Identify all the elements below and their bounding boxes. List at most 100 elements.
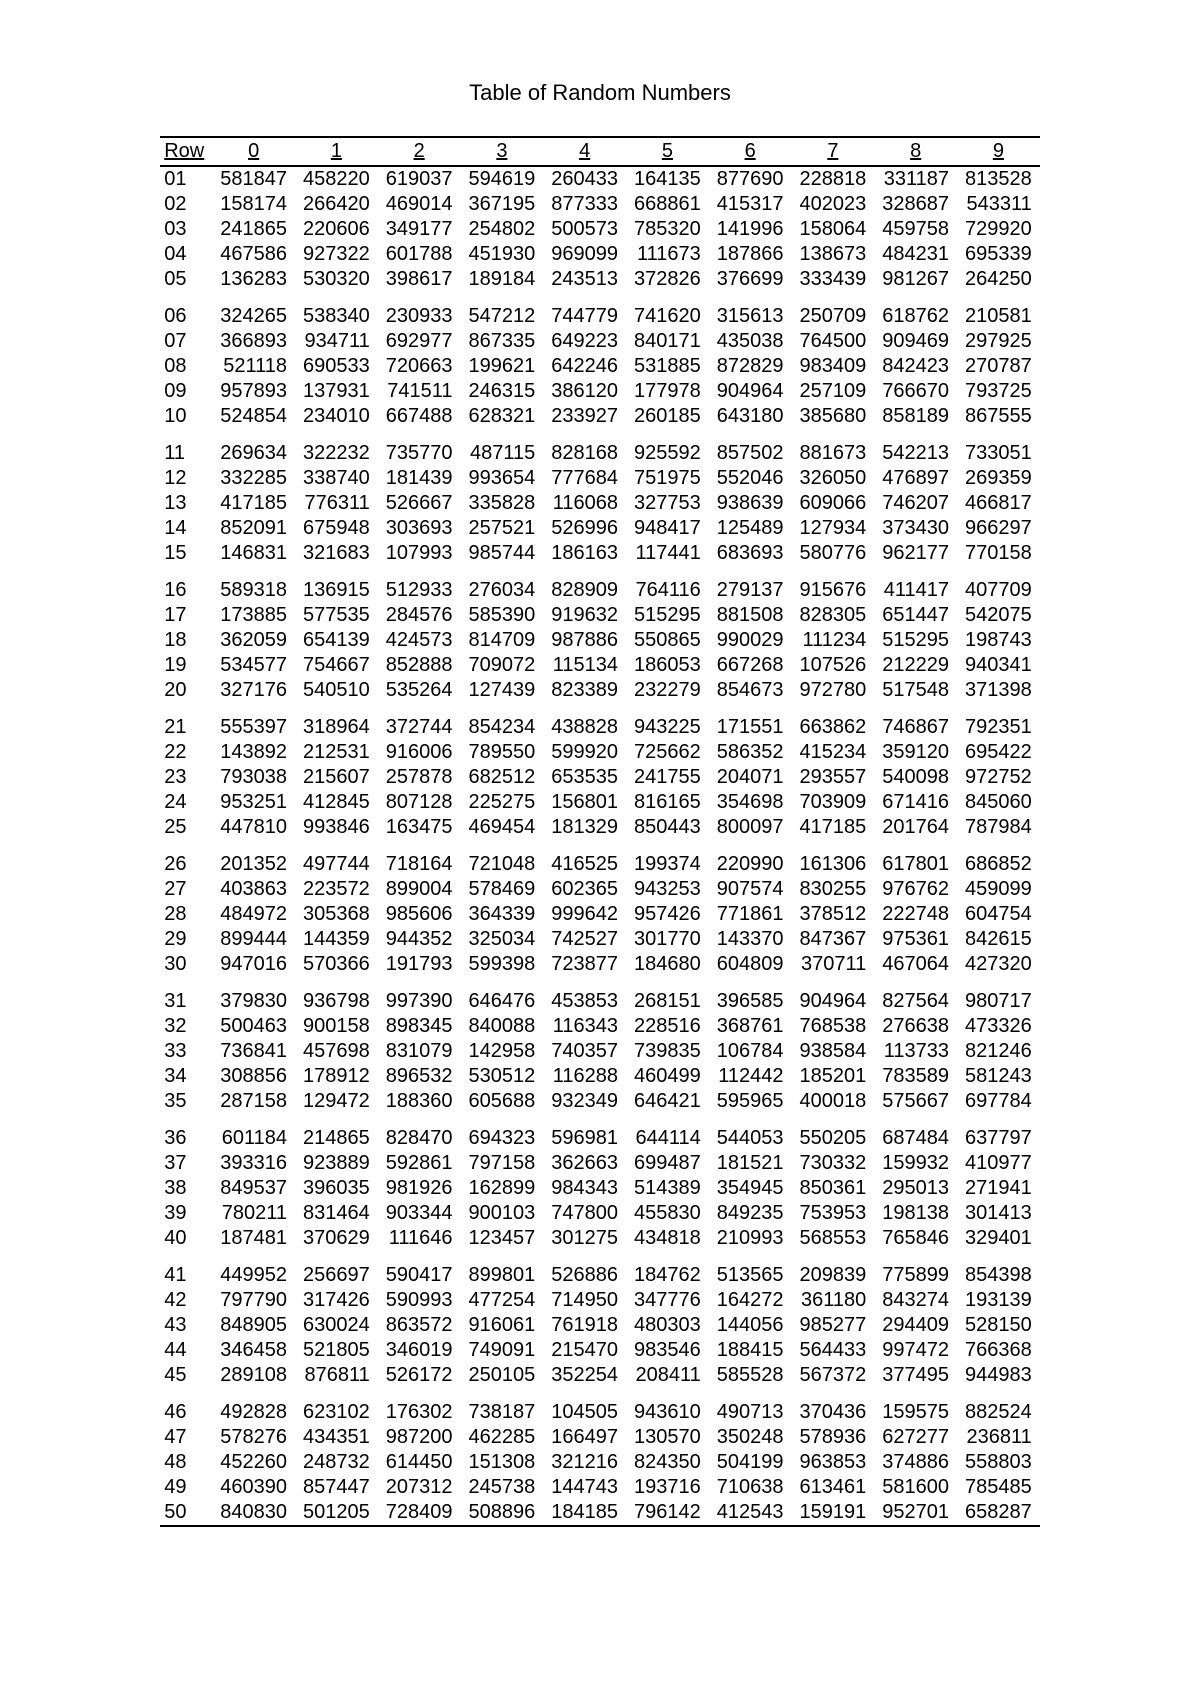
table-row: 1126963432223273577048711582816892559285… — [160, 441, 1040, 466]
cell: 997390 — [378, 989, 461, 1014]
cell: 181521 — [709, 1151, 792, 1176]
cell: 264250 — [957, 267, 1040, 292]
table-row: 3739331692388959286179715836266369948718… — [160, 1151, 1040, 1176]
cell: 362663 — [543, 1151, 626, 1176]
cell: 793038 — [212, 765, 295, 790]
cell: 990029 — [709, 628, 792, 653]
cell: 742527 — [543, 927, 626, 952]
cell: 187481 — [212, 1226, 295, 1251]
cell: 840088 — [461, 1014, 544, 1039]
cell: 317426 — [295, 1288, 378, 1313]
table-row: 3250046390015889834584008811634322851636… — [160, 1014, 1040, 1039]
cell: 484231 — [874, 242, 957, 267]
cell: 378512 — [792, 902, 875, 927]
cell: 580776 — [792, 541, 875, 566]
cell: 644114 — [626, 1126, 709, 1151]
cell: 741511 — [378, 379, 461, 404]
cell: 137931 — [295, 379, 378, 404]
table-row: 3884953739603598192616289998434351438935… — [160, 1176, 1040, 1201]
row-gap — [160, 1251, 1040, 1263]
cell: 331187 — [874, 166, 957, 192]
row-gap — [160, 1114, 1040, 1126]
cell: 327176 — [212, 678, 295, 703]
row-number: 17 — [160, 603, 212, 628]
cell: 111234 — [792, 628, 875, 653]
table-row: 2495325141284580712822527515680181616535… — [160, 790, 1040, 815]
cell: 412845 — [295, 790, 378, 815]
cell: 900158 — [295, 1014, 378, 1039]
cell: 305368 — [295, 902, 378, 927]
cell: 415317 — [709, 192, 792, 217]
cell: 550865 — [626, 628, 709, 653]
cell: 828168 — [543, 441, 626, 466]
cell: 962177 — [874, 541, 957, 566]
cell: 602365 — [543, 877, 626, 902]
cell: 843274 — [874, 1288, 957, 1313]
cell: 245738 — [461, 1475, 544, 1500]
cell: 528150 — [957, 1313, 1040, 1338]
table-row: 0632426553834023093354721274477974162031… — [160, 304, 1040, 329]
cell: 143370 — [709, 927, 792, 952]
cell: 821246 — [957, 1039, 1040, 1064]
cell: 427320 — [957, 952, 1040, 977]
cell: 176302 — [378, 1400, 461, 1425]
cell: 797158 — [461, 1151, 544, 1176]
cell: 530512 — [461, 1064, 544, 1089]
table-row: 1233228533874018143999365477768475197555… — [160, 466, 1040, 491]
cell: 215470 — [543, 1338, 626, 1363]
cell: 849537 — [212, 1176, 295, 1201]
cell: 646476 — [461, 989, 544, 1014]
cell: 243513 — [543, 267, 626, 292]
table-row: 4946039085744720731224573814474319371671… — [160, 1475, 1040, 1500]
row-number: 26 — [160, 852, 212, 877]
cell: 682512 — [461, 765, 544, 790]
cell: 671416 — [874, 790, 957, 815]
cell: 675948 — [295, 516, 378, 541]
cell: 963853 — [792, 1450, 875, 1475]
cell: 321683 — [295, 541, 378, 566]
cell: 318964 — [295, 715, 378, 740]
cell: 948417 — [626, 516, 709, 541]
cell: 364339 — [461, 902, 544, 927]
cell: 916061 — [461, 1313, 544, 1338]
cell: 581600 — [874, 1475, 957, 1500]
cell: 896532 — [378, 1064, 461, 1089]
cell: 667488 — [378, 404, 461, 429]
cell: 538340 — [295, 304, 378, 329]
cell: 594619 — [461, 166, 544, 192]
cell: 260185 — [626, 404, 709, 429]
table-row: 5084083050120572840950889618418579614241… — [160, 1500, 1040, 1526]
cell: 807128 — [378, 790, 461, 815]
cell: 477254 — [461, 1288, 544, 1313]
row-gap — [160, 840, 1040, 852]
cell: 540510 — [295, 678, 378, 703]
cell: 840171 — [626, 329, 709, 354]
cell: 487115 — [461, 441, 544, 466]
cell: 985606 — [378, 902, 461, 927]
cell: 329401 — [957, 1226, 1040, 1251]
cell: 322232 — [295, 441, 378, 466]
cell: 800097 — [709, 815, 792, 840]
cell: 586352 — [709, 740, 792, 765]
cell: 455830 — [626, 1201, 709, 1226]
row-number: 06 — [160, 304, 212, 329]
cell: 136283 — [212, 267, 295, 292]
cell: 777684 — [543, 466, 626, 491]
cell: 376699 — [709, 267, 792, 292]
cell: 521118 — [212, 354, 295, 379]
row-number: 46 — [160, 1400, 212, 1425]
cell: 269634 — [212, 441, 295, 466]
cell: 703909 — [792, 790, 875, 815]
cell: 604809 — [709, 952, 792, 977]
cell: 590417 — [378, 1263, 461, 1288]
cell: 350248 — [709, 1425, 792, 1450]
table-row: 2544781099384616347546945418132985044380… — [160, 815, 1040, 840]
cell: 268151 — [626, 989, 709, 1014]
cell: 764500 — [792, 329, 875, 354]
cell: 729920 — [957, 217, 1040, 242]
cell: 564433 — [792, 1338, 875, 1363]
cell: 354698 — [709, 790, 792, 815]
cell: 531885 — [626, 354, 709, 379]
cell: 987200 — [378, 1425, 461, 1450]
cell: 411417 — [874, 578, 957, 603]
